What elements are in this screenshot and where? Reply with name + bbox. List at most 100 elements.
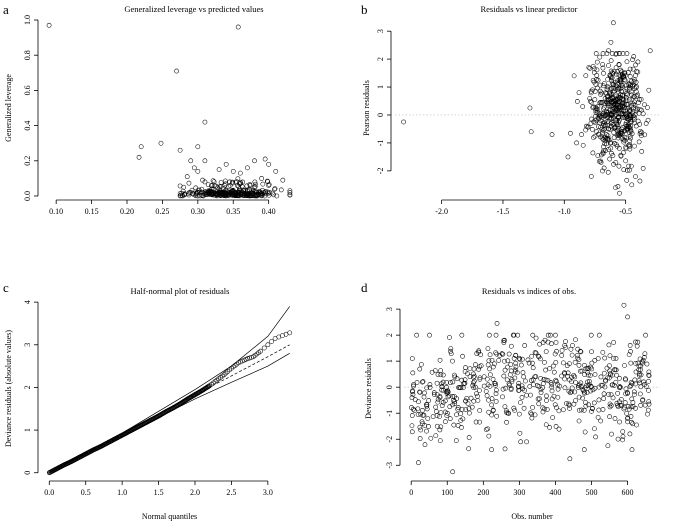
data-point — [439, 387, 445, 393]
data-point — [499, 351, 505, 357]
data-point — [580, 104, 586, 109]
data-point — [630, 57, 635, 63]
data-point — [601, 104, 607, 110]
half-normal-point — [265, 342, 271, 348]
data-point — [641, 379, 647, 385]
data-point — [245, 165, 250, 171]
data-point — [501, 340, 507, 345]
data-point — [599, 135, 605, 141]
x-tick-label: 2.0 — [190, 488, 200, 497]
data-point — [600, 151, 606, 157]
data-point — [562, 376, 568, 382]
x-tick-label: -1.0 — [558, 207, 571, 216]
data-point — [504, 377, 510, 383]
data-point — [629, 396, 635, 402]
data-point — [554, 348, 559, 354]
data-point — [627, 97, 632, 102]
data-point — [206, 188, 211, 194]
data-point — [590, 64, 596, 69]
data-point — [530, 405, 535, 410]
data-point — [630, 66, 636, 72]
x-tick-label: 0 — [409, 488, 413, 497]
y-tick-label: 0.0 — [23, 191, 32, 201]
data-point — [415, 412, 421, 417]
data-point — [586, 402, 592, 408]
data-point — [624, 168, 630, 173]
data-point — [516, 384, 521, 390]
data-point — [616, 72, 622, 78]
data-point — [458, 411, 464, 417]
data-point — [586, 378, 592, 384]
data-point — [493, 387, 499, 393]
data-point — [502, 367, 508, 373]
data-point — [205, 182, 211, 188]
data-point — [486, 433, 492, 439]
panel-b-residuals-vs-predictor: b Residuals vs linear predictor -2.0 -1.5… — [361, 2, 660, 216]
data-point — [447, 416, 453, 422]
data-point — [629, 419, 634, 425]
x-tick-label: 300 — [513, 488, 525, 497]
data-point — [418, 427, 424, 433]
data-point — [247, 188, 252, 194]
data-point — [557, 383, 562, 389]
data-point — [627, 146, 633, 152]
data-point — [605, 101, 611, 107]
data-point — [615, 99, 621, 105]
data-point — [486, 358, 492, 364]
data-point — [459, 332, 465, 338]
y-tick-label: -3 — [385, 462, 394, 469]
data-point — [537, 396, 542, 402]
data-point — [427, 385, 433, 390]
data-point — [628, 163, 634, 169]
data-point — [450, 469, 456, 475]
data-point — [639, 107, 644, 113]
data-point — [420, 421, 425, 427]
data-point — [567, 390, 573, 396]
data-point — [635, 100, 641, 106]
data-point — [222, 178, 228, 184]
y-tick-label: 1 — [385, 359, 394, 363]
data-point — [619, 89, 624, 94]
data-point — [569, 352, 575, 358]
data-point — [553, 340, 559, 345]
data-point — [600, 83, 606, 89]
data-point — [420, 408, 425, 413]
data-point — [420, 413, 426, 418]
data-point — [545, 332, 551, 338]
data-point — [544, 407, 550, 412]
x-tick-label: 0.10 — [49, 207, 63, 216]
data-point — [252, 184, 257, 190]
data-point — [642, 132, 648, 138]
data-point — [509, 377, 515, 382]
data-point — [470, 380, 476, 386]
data-point — [636, 378, 642, 383]
data-point — [470, 371, 476, 377]
data-point — [593, 113, 598, 119]
data-point — [487, 383, 493, 389]
data-point — [622, 138, 628, 143]
data-point — [615, 78, 621, 84]
data-point — [607, 363, 612, 369]
x-tick-label: 0.40 — [262, 207, 276, 216]
data-point — [529, 353, 535, 359]
data-point — [638, 96, 644, 102]
data-point — [507, 372, 513, 378]
data-point — [633, 360, 639, 366]
data-point — [618, 105, 624, 111]
data-point — [600, 129, 605, 135]
data-point — [227, 183, 233, 188]
data-point — [438, 410, 444, 416]
data-point — [184, 174, 190, 180]
data-point — [606, 392, 611, 397]
data-point — [529, 411, 535, 417]
data-point — [645, 105, 650, 110]
data-point — [266, 183, 272, 188]
data-point — [550, 415, 556, 420]
data-point — [216, 167, 222, 172]
data-point — [447, 404, 453, 410]
data-point — [613, 379, 619, 385]
data-point — [180, 193, 185, 199]
data-point — [613, 185, 618, 190]
data-point — [617, 190, 622, 196]
data-point — [442, 419, 448, 425]
